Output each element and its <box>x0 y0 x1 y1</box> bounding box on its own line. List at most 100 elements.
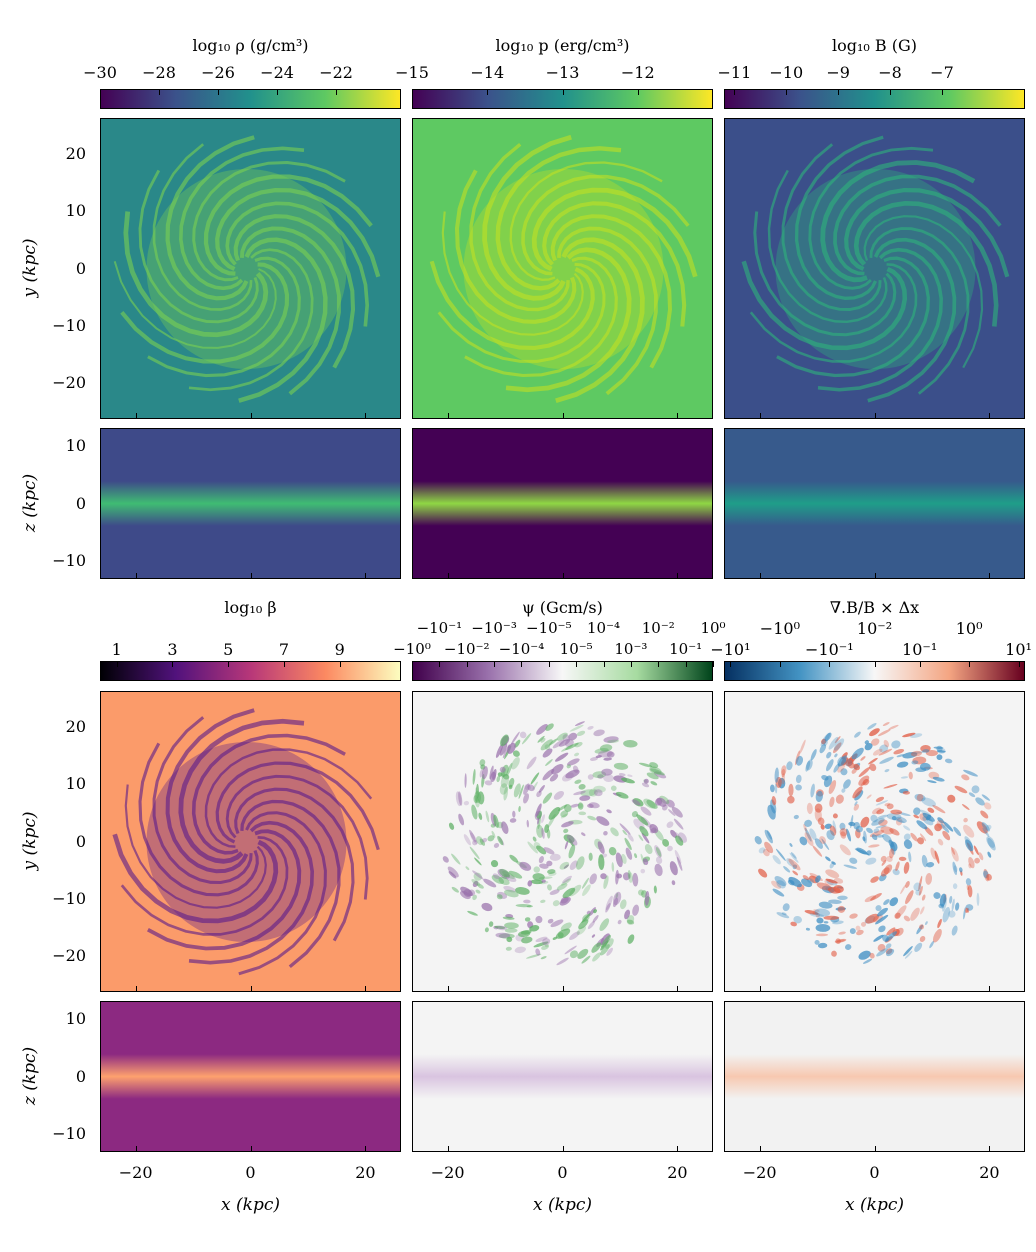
face-on-map-psi <box>413 692 712 991</box>
map-cell <box>915 889 922 896</box>
map-cell <box>588 852 593 861</box>
spiral-arm <box>204 748 373 848</box>
map-cell <box>494 925 506 929</box>
map-cell <box>474 791 482 804</box>
map-cell <box>490 771 496 783</box>
colorbar-tick-label: −10⁻⁵ <box>526 619 572 637</box>
map-cell <box>762 848 770 857</box>
map-cell <box>869 952 875 959</box>
map-cell <box>870 738 880 746</box>
map-cell <box>816 917 824 924</box>
map-cell <box>870 893 882 901</box>
colorbar-tick <box>336 89 338 95</box>
x-tick <box>562 413 564 419</box>
map-cell <box>496 775 501 783</box>
map-cell <box>860 756 866 761</box>
map-cell <box>916 924 924 935</box>
map-cell <box>812 845 823 857</box>
map-cell <box>875 800 889 806</box>
z-tick-label: 0 <box>75 493 86 513</box>
map-cell <box>587 815 597 821</box>
colorbar-tick <box>969 661 971 667</box>
map-cell <box>649 766 662 775</box>
map-cell <box>831 950 837 957</box>
map-cell <box>596 816 610 826</box>
map-cell <box>888 724 899 730</box>
map-cell <box>521 733 532 745</box>
spiral-arm <box>557 226 658 396</box>
spiral-arm <box>152 716 253 885</box>
map-cell <box>619 823 631 835</box>
map-cell <box>540 899 546 904</box>
map-cell <box>666 821 674 828</box>
map-cell <box>564 841 569 850</box>
map-cell <box>605 938 614 949</box>
map-cell <box>926 814 931 821</box>
map-cell <box>856 929 864 936</box>
z-tick-label: −10 <box>52 551 86 571</box>
map-cell <box>560 896 569 904</box>
colorbar-tick <box>439 661 441 667</box>
map-cell <box>920 745 931 753</box>
map-cell <box>951 847 959 862</box>
map-cell <box>828 736 839 750</box>
spiral-arm <box>152 143 253 311</box>
map-cell <box>557 804 568 812</box>
map-cell <box>891 816 897 821</box>
map-cell <box>833 742 842 754</box>
spiral-arm <box>741 260 908 351</box>
colorbar-tick <box>1018 661 1020 667</box>
map-cell <box>538 856 544 864</box>
map-cell <box>566 834 578 846</box>
x-tick <box>874 986 876 992</box>
map-cell <box>892 868 900 876</box>
map-cell <box>475 836 484 846</box>
x-tick <box>759 1146 761 1152</box>
map-cell <box>537 817 540 825</box>
map-cell <box>649 762 659 769</box>
y-axis-label: y (kpc) <box>20 811 40 871</box>
map-cell <box>593 789 603 797</box>
map-cell <box>639 826 649 837</box>
map-cell <box>564 945 577 955</box>
map-cell <box>932 776 945 782</box>
edge-on-panel-pressure <box>412 428 713 579</box>
map-cell <box>837 895 848 901</box>
map-cell <box>855 825 863 833</box>
map-cell <box>488 921 494 927</box>
colorbar-tick-label: −22 <box>319 63 353 82</box>
map-cell <box>953 826 962 837</box>
map-cell <box>593 785 606 793</box>
map-cell <box>804 827 812 842</box>
y-tick-label: 20 <box>65 716 86 736</box>
map-cell <box>510 731 520 745</box>
map-cell <box>963 907 966 920</box>
map-cell <box>905 890 914 905</box>
map-cell <box>954 785 968 794</box>
map-cell <box>788 783 794 797</box>
map-cell <box>506 762 513 777</box>
map-cell <box>885 943 892 949</box>
map-cell <box>541 944 549 950</box>
colorbar-tick <box>734 89 736 95</box>
map-cell <box>965 878 972 886</box>
map-cell <box>616 873 623 879</box>
spiral-arm <box>233 214 356 369</box>
map-cell <box>638 834 644 842</box>
map-cell <box>481 902 493 912</box>
colorbar-tick <box>630 661 632 667</box>
map-cell <box>815 790 823 803</box>
map-cell <box>533 842 541 850</box>
map-cell <box>642 858 649 866</box>
map-cell <box>840 768 848 776</box>
map-cell <box>829 862 835 869</box>
y-tick-label: 0 <box>75 258 86 278</box>
map-cell <box>788 876 802 888</box>
map-cell <box>491 875 505 885</box>
map-cell <box>895 816 907 823</box>
map-cell <box>593 729 605 737</box>
x-tick <box>989 1146 991 1152</box>
map-cell <box>813 909 820 912</box>
spiral-arm <box>178 718 305 864</box>
map-cell <box>776 912 790 919</box>
